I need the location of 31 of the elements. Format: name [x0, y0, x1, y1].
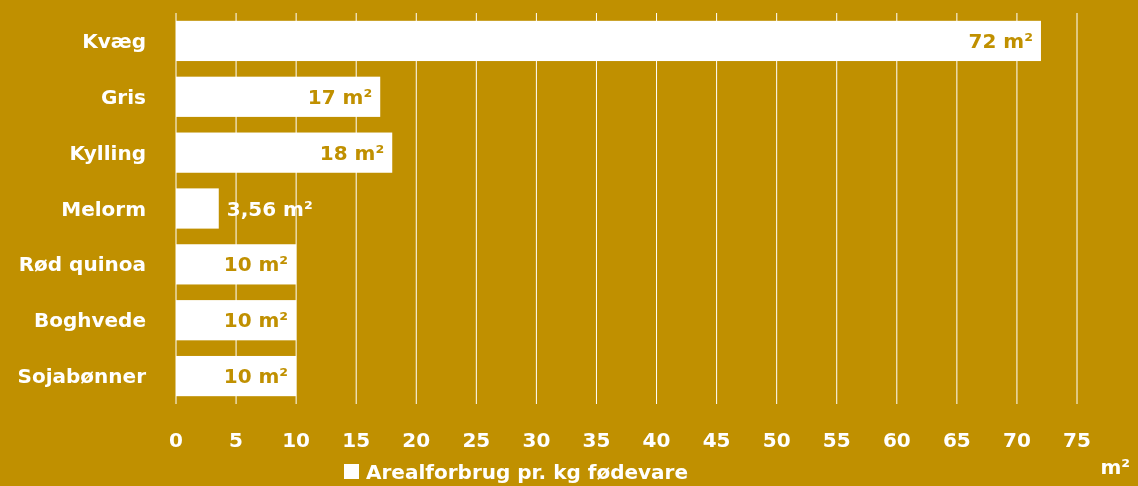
data-label: 10 m²	[223, 308, 289, 333]
x-tick-label: 75	[1063, 428, 1091, 452]
y-tick-label: Kvæg	[82, 28, 146, 53]
x-tick-label: 25	[462, 428, 491, 452]
x-tick-label: 65	[942, 428, 971, 452]
y-tick-label: Gris	[100, 84, 146, 109]
x-tick-label: 60	[882, 428, 911, 452]
x-tick-label: 5	[229, 428, 244, 452]
x-axis-title: m²	[1100, 455, 1130, 479]
x-tick-label: 40	[642, 428, 671, 452]
legend-label: Arealforbrug pr. kg fødevare	[366, 460, 689, 484]
x-tick-label: 55	[822, 428, 851, 452]
data-label: 72 m²	[968, 28, 1033, 53]
x-tick-label: 0	[169, 428, 183, 452]
data-label: 18 m²	[319, 140, 385, 165]
y-tick-label: Melorm	[61, 196, 146, 221]
x-tick-label: 20	[402, 428, 431, 452]
x-tick-label: 10	[282, 428, 311, 452]
x-tick-label: 45	[702, 428, 731, 452]
data-label: 17 m²	[307, 84, 373, 109]
x-tick-label: 70	[1003, 428, 1031, 452]
data-label: 10 m²	[223, 364, 289, 389]
x-tick-label: 35	[582, 428, 611, 452]
y-tick-label: Sojabønner	[17, 364, 147, 389]
x-tick-label: 15	[342, 428, 371, 452]
y-tick-label: Kylling	[69, 140, 146, 165]
y-tick-label: Rød quinoa	[18, 252, 146, 277]
x-tick-label: 30	[522, 428, 551, 452]
data-label: 10 m²	[223, 252, 289, 277]
y-tick-label: Boghvede	[33, 308, 146, 333]
x-tick-label: 50	[762, 428, 791, 452]
